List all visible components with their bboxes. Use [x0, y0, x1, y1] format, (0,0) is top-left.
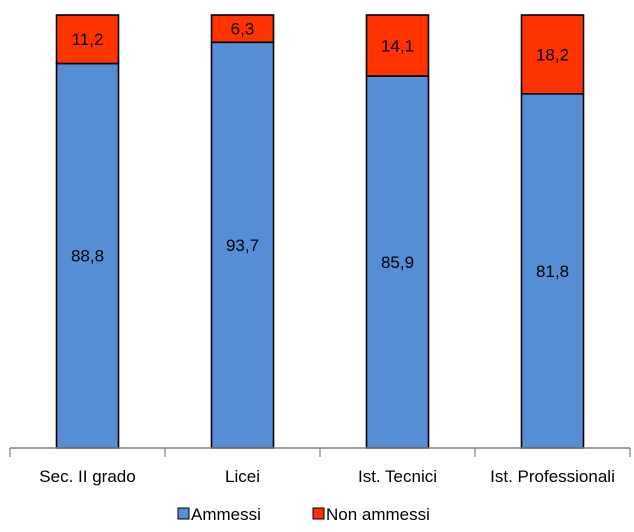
- data-label-non-ammessi-2: 14,1: [381, 37, 414, 56]
- legend: Ammessi Non ammessi: [177, 505, 430, 524]
- legend-label-non-ammessi: Non ammessi: [326, 505, 430, 524]
- data-label-non-ammessi-0: 11,2: [72, 30, 104, 49]
- legend-swatch-ammessi: [177, 507, 190, 520]
- bar-non-ammessi-3: [520, 14, 585, 95]
- x-tick-label-1: Licei: [225, 467, 260, 486]
- x-axis: [9, 447, 631, 457]
- bar-non-ammessi-0: [55, 14, 120, 65]
- data-label-ammessi-3: 81,8: [536, 262, 569, 281]
- data-label-non-ammessi-1: 6,3: [231, 20, 255, 39]
- x-tick-label-2: Ist. Tecnici: [358, 467, 437, 486]
- bar-non-ammessi-2: [365, 14, 430, 77]
- x-tick-label-0: Sec. II grado: [39, 467, 135, 486]
- legend-swatch-non-ammessi: [312, 507, 325, 520]
- legend-label-ammessi: Ammessi: [191, 505, 261, 524]
- x-tick-labels: Sec. II grado Licei Ist. Tecnici Ist. Profe…: [39, 467, 615, 486]
- bar-non-ammessi-1: [210, 14, 275, 44]
- x-tick-label-3: Ist. Professionali: [490, 467, 615, 486]
- data-label-ammessi-2: 85,9: [381, 253, 414, 272]
- data-label-ammessi-1: 93,7: [226, 236, 259, 255]
- data-label-non-ammessi-3: 18,2: [536, 45, 569, 64]
- bars-group: 88,8 11,2 93,7 6,3 85,9 14,1 81,8 18,2: [55, 14, 585, 449]
- bar-ammessi-0: [55, 62, 120, 449]
- data-label-ammessi-0: 88,8: [71, 247, 104, 266]
